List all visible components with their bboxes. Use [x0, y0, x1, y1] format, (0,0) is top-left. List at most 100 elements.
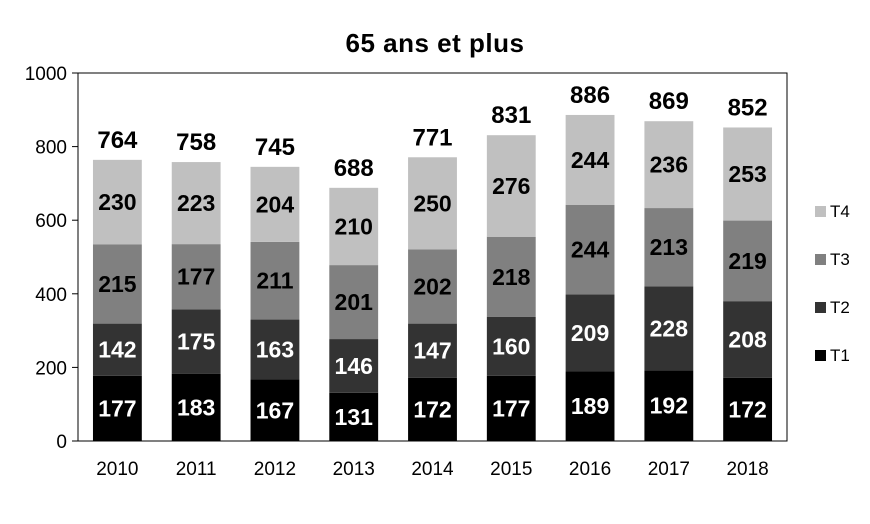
- data-label: 219: [728, 248, 766, 274]
- bar-segment-t3: [329, 265, 379, 340]
- bar-segment-t2: [723, 301, 773, 378]
- bar-segment-t2: [408, 323, 457, 378]
- total-label: 771: [412, 124, 452, 151]
- x-tick-label: 2017: [648, 459, 690, 480]
- data-label: 163: [256, 337, 294, 363]
- data-label: 177: [177, 264, 215, 290]
- bar-segment-t4: [171, 162, 221, 245]
- legend-swatch-t3: [815, 254, 826, 265]
- total-label: 745: [255, 134, 295, 161]
- data-label: 236: [650, 152, 688, 178]
- data-label: 253: [728, 161, 766, 187]
- bar-segment-t1: [565, 371, 615, 441]
- y-tick-label: 0: [56, 432, 67, 453]
- bar-segment-t3: [644, 208, 694, 287]
- x-tick-label: 2012: [254, 459, 296, 480]
- bar-segment-t2: [92, 323, 142, 376]
- data-label: 228: [650, 315, 689, 341]
- x-tick-label: 2013: [333, 459, 375, 480]
- bar-segment-t3: [408, 249, 457, 324]
- data-label: 147: [413, 338, 451, 364]
- total-label: 886: [570, 82, 610, 109]
- legend-swatch-t2: [815, 302, 826, 313]
- bar-segment-t4: [250, 166, 300, 242]
- bar-segment-t4: [486, 135, 536, 237]
- legend-swatch-t4: [815, 206, 826, 217]
- legend-label-t4: T4: [830, 202, 850, 221]
- bar-segment-t1: [250, 379, 300, 441]
- data-label: 244: [571, 237, 610, 263]
- total-label: 688: [334, 155, 374, 182]
- data-label: 189: [571, 393, 609, 419]
- bar-segment-t4: [329, 187, 379, 266]
- bar-segment-t4: [408, 157, 457, 250]
- data-label: 230: [98, 189, 136, 215]
- data-label: 218: [492, 264, 531, 290]
- data-label: 250: [413, 190, 451, 216]
- data-label: 142: [98, 337, 136, 363]
- x-tick-label: 2016: [569, 459, 611, 480]
- data-label: 202: [413, 273, 451, 299]
- x-tick-label: 2010: [96, 459, 138, 480]
- data-label: 210: [335, 213, 373, 239]
- legend-swatch-t1: [815, 350, 826, 361]
- data-label: 209: [571, 320, 609, 346]
- total-label: 831: [491, 102, 531, 129]
- data-label: 208: [728, 326, 767, 352]
- data-label: 223: [177, 190, 215, 216]
- total-label: 758: [176, 129, 216, 156]
- bar-segment-t2: [565, 294, 615, 372]
- y-tick-label: 200: [35, 358, 67, 379]
- total-label: 764: [97, 127, 138, 154]
- bar-segment-t4: [92, 159, 142, 245]
- total-label: 852: [728, 94, 768, 121]
- data-label: 276: [492, 173, 530, 199]
- bar-segment-t2: [486, 316, 536, 376]
- x-tick-label: 2018: [726, 459, 768, 480]
- legend-label-t1: T1: [830, 346, 850, 365]
- data-label: 167: [256, 397, 294, 423]
- bar-segment-t3: [92, 244, 142, 324]
- data-label: 183: [177, 394, 215, 420]
- data-label: 172: [728, 396, 766, 422]
- bar-segment-t2: [171, 309, 221, 374]
- chart-title: 65 ans et plus: [345, 28, 525, 58]
- bar-segment-t1: [408, 377, 457, 441]
- bar-segment-t1: [329, 392, 379, 441]
- bar-segment-t1: [171, 373, 221, 441]
- bar-segment-t1: [92, 375, 142, 441]
- bar-segment-t1: [723, 377, 773, 441]
- data-label: 177: [492, 395, 530, 421]
- y-tick-label: 600: [35, 211, 67, 232]
- data-label: 213: [650, 234, 688, 260]
- bar-segment-t3: [486, 236, 536, 317]
- data-label: 131: [335, 404, 374, 430]
- data-label: 244: [571, 147, 610, 173]
- y-tick-label: 400: [35, 285, 67, 306]
- bar-segment-t1: [644, 370, 694, 441]
- data-label: 160: [492, 333, 530, 359]
- x-tick-label: 2011: [176, 459, 217, 480]
- bar-segment-t1: [486, 375, 536, 441]
- bar-segment-t3: [250, 241, 300, 320]
- bar-segment-t4: [644, 121, 694, 209]
- bar-segment-t2: [250, 319, 300, 380]
- bar-segment-t3: [565, 204, 615, 295]
- data-label: 204: [256, 191, 295, 217]
- data-label: 177: [98, 395, 136, 421]
- data-label: 146: [335, 353, 373, 379]
- bar-segment-t2: [329, 339, 379, 393]
- data-label: 201: [335, 289, 374, 315]
- data-label: 175: [177, 328, 216, 354]
- bar-segment-t4: [723, 127, 773, 221]
- data-label: 192: [650, 393, 688, 419]
- legend-label-t3: T3: [830, 250, 850, 269]
- legend-label-t2: T2: [830, 298, 850, 317]
- x-tick-label: 2014: [411, 459, 454, 480]
- bar-segment-t2: [644, 286, 694, 371]
- x-tick-label: 2015: [490, 459, 532, 480]
- data-label: 172: [413, 396, 451, 422]
- data-label: 215: [98, 271, 137, 297]
